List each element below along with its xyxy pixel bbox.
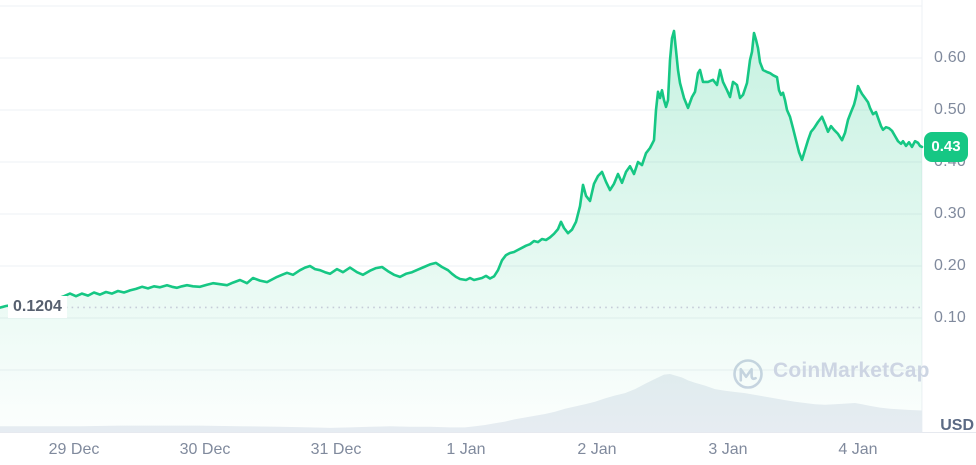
y-axis-tick-label: 0.50 [934,101,966,118]
y-axis-tick-label: 0.20 [934,257,966,274]
x-axis-date-label: 4 Jan [838,441,878,458]
current-price-badge: 0.43 [924,131,968,162]
y-axis-tick-label: 0.30 [934,205,966,222]
x-axis-date-label: 29 Dec [48,441,100,458]
x-axis-date-label: 31 Dec [310,441,362,458]
x-axis-date-label: 2 Jan [577,441,617,458]
x-axis-date-label: 1 Jan [446,441,486,458]
x-axis-date-label: 30 Dec [179,441,231,458]
price-area-fill [0,31,922,432]
x-axis-date-label: 3 Jan [708,441,748,458]
price-line [0,29,924,309]
y-axis-tick-label: 0.60 [934,49,966,66]
reference-price-label: 0.1204 [8,296,67,319]
currency-unit-label: USD [940,417,974,434]
y-axis-tick-label: 0.10 [934,309,966,326]
